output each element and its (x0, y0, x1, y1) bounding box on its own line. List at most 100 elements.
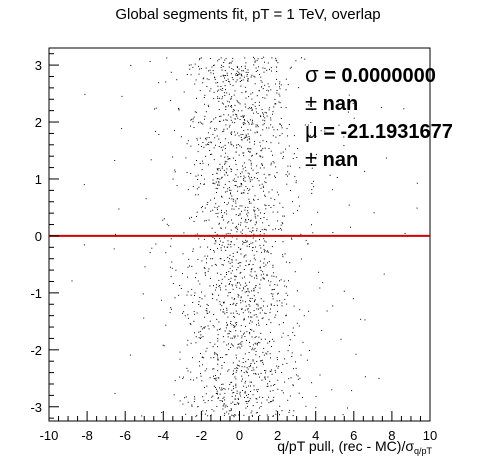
scatter-point (237, 262, 239, 264)
scatter-point (268, 319, 270, 321)
scatter-point (228, 93, 230, 95)
scatter-point (222, 336, 224, 338)
scatter-point (241, 110, 243, 112)
scatter-point (277, 292, 279, 294)
scatter-point (197, 259, 199, 260)
x-tick-label: 10 (423, 428, 437, 443)
scatter-point (277, 367, 279, 369)
scatter-point (235, 73, 237, 74)
scatter-point (229, 267, 231, 269)
scatter-point (249, 322, 251, 324)
scatter-point (264, 67, 266, 69)
scatter-point (246, 222, 248, 224)
scatter-point (276, 304, 278, 306)
scatter-point (252, 405, 254, 407)
scatter-point (229, 101, 230, 103)
scatter-point (209, 311, 211, 313)
scatter-point (225, 124, 227, 126)
scatter-point (192, 302, 194, 303)
scatter-point (254, 337, 256, 339)
scatter-point (221, 357, 223, 358)
scatter-point (247, 69, 249, 71)
scatter-point (262, 305, 264, 307)
scatter-point (221, 400, 223, 402)
scatter-point (284, 298, 286, 300)
scatter-point (282, 241, 284, 243)
scatter-point (226, 411, 228, 413)
scatter-point (240, 262, 242, 264)
scatter-point (213, 378, 215, 379)
y-tick-label: -2 (30, 343, 42, 358)
scatter-point (242, 122, 244, 124)
scatter-point (238, 223, 239, 225)
scatter-point (205, 393, 207, 395)
sigma-stat: σ = 0.0000000 (305, 62, 436, 88)
scatter-point (190, 323, 192, 325)
scatter-point (331, 389, 333, 391)
scatter-point (233, 208, 235, 210)
scatter-point (289, 344, 290, 346)
scatter-point (228, 343, 229, 345)
scatter-point (203, 327, 205, 329)
scatter-point (238, 313, 240, 315)
scatter-point (261, 183, 263, 185)
scatter-point (224, 144, 226, 146)
scatter-point (234, 403, 235, 405)
scatter-point (247, 78, 249, 80)
scatter-point (179, 376, 181, 378)
scatter-point (232, 78, 234, 80)
scatter-point (315, 158, 317, 160)
scatter-point (266, 414, 268, 416)
scatter-point (204, 402, 206, 404)
scatter-point (311, 167, 313, 169)
scatter-point (185, 396, 187, 398)
scatter-point (210, 414, 212, 416)
scatter-point (347, 111, 349, 113)
scatter-point (208, 141, 210, 143)
scatter-point (178, 109, 180, 111)
scatter-point (217, 209, 218, 211)
scatter-point (270, 293, 272, 295)
scatter-point (233, 302, 235, 304)
scatter-point (352, 298, 354, 300)
scatter-point (276, 172, 278, 174)
x-tick-label: -8 (81, 428, 93, 443)
scatter-point (204, 103, 206, 105)
scatter-point (237, 110, 239, 112)
scatter-point (186, 172, 188, 173)
scatter-point (278, 194, 280, 196)
scatter-point (274, 175, 275, 177)
scatter-point (198, 238, 200, 240)
scatter-point (166, 57, 168, 59)
scatter-point (195, 336, 197, 338)
scatter-point (261, 109, 263, 111)
scatter-point (292, 158, 294, 160)
scatter-point (261, 58, 263, 59)
scatter-point (272, 211, 274, 213)
scatter-point (170, 100, 172, 102)
scatter-point (246, 401, 248, 402)
scatter-point (266, 353, 268, 355)
scatter-point (285, 107, 287, 109)
scatter-point (272, 415, 274, 417)
scatter-point (205, 155, 207, 157)
scatter-point (255, 217, 257, 219)
scatter-point (245, 265, 247, 267)
scatter-point (250, 162, 252, 164)
scatter-point (213, 314, 215, 315)
scatter-point (206, 258, 207, 260)
scatter-point (218, 359, 220, 361)
scatter-point (257, 341, 259, 343)
scatter-point (257, 319, 259, 321)
scatter-point (295, 367, 297, 369)
scatter-point (201, 291, 202, 293)
scatter-point (170, 71, 172, 73)
scatter-point (228, 413, 230, 415)
scatter-point (240, 192, 242, 194)
scatter-point (259, 356, 261, 358)
scatter-point (245, 254, 247, 256)
scatter-point (225, 58, 227, 60)
scatter-point (213, 368, 215, 370)
scatter-point (215, 187, 217, 189)
scatter-point (245, 71, 247, 73)
